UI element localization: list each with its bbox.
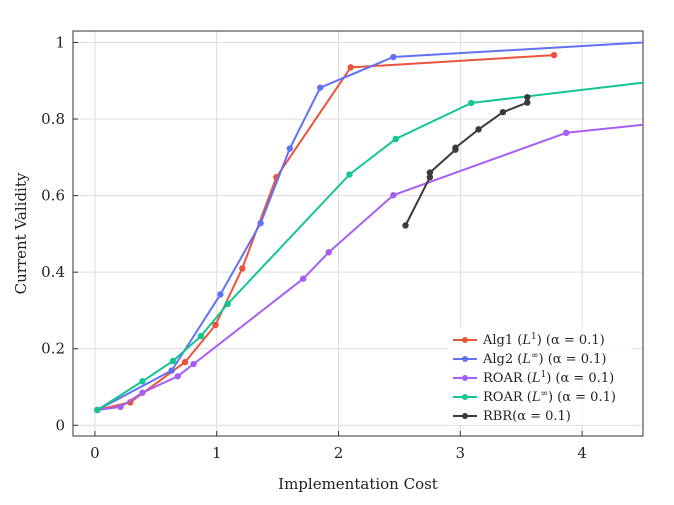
y-tick-label: 0 [55, 416, 65, 434]
data-point [139, 378, 146, 385]
data-point [524, 94, 531, 101]
series-line [404, 97, 529, 226]
data-point [524, 99, 531, 106]
data-point [224, 300, 231, 308]
data-point [299, 275, 307, 282]
x-tick-label: 0 [90, 444, 100, 462]
x-tick-label: 4 [577, 444, 587, 462]
y-tick-label: 0.8 [41, 110, 65, 128]
data-point [197, 332, 205, 340]
legend-label: ROAR (L1) (α = 0.1) [483, 370, 614, 386]
legend: Alg1 (L1) (α = 0.1) Alg2 (L∞) (α = 0.1) RO… [447, 327, 632, 425]
data-point [169, 357, 177, 365]
data-point [286, 145, 293, 152]
axis-ticks: 0 1 2 3 4 0 0.2 0.4 0.6 0.8 1 [41, 33, 587, 462]
data-point [563, 129, 570, 137]
data-point [217, 291, 224, 298]
legend-item: ROAR (L1) (α = 0.1) [453, 370, 614, 386]
y-axis-title: Current Validity [12, 172, 30, 294]
legend-swatch-marker [462, 337, 468, 343]
data-point [426, 169, 434, 176]
legend-item: Alg2 (L∞) (α = 0.1) [453, 351, 606, 367]
legend-swatch-marker [462, 394, 468, 400]
plot-area-frame [72, 30, 644, 437]
data-point [346, 171, 353, 178]
data-point [168, 367, 175, 374]
legend-swatch-marker [462, 375, 468, 381]
data-point [139, 389, 146, 396]
legend-swatch-marker [462, 413, 468, 419]
y-tick-label: 0.2 [41, 340, 65, 358]
data-point [475, 126, 482, 133]
legend-box [447, 327, 632, 425]
data-point [402, 222, 409, 229]
legend-swatch-marker [462, 356, 468, 362]
series-line [97, 123, 643, 411]
series-lines [94, 41, 643, 414]
legend-item: RBR(α = 0.1) [453, 409, 571, 424]
x-tick-label: 3 [456, 444, 466, 462]
y-tick-label: 1 [55, 33, 65, 51]
data-point [257, 219, 264, 227]
grid-lines [73, 31, 643, 436]
data-point [499, 108, 507, 116]
series-4 [402, 94, 531, 229]
data-point [117, 403, 124, 411]
x-axis-title: Implementation Cost [278, 475, 438, 493]
data-point [212, 321, 219, 329]
data-point [239, 265, 246, 272]
legend-label: RBR(α = 0.1) [483, 409, 571, 424]
data-point [190, 360, 197, 368]
data-point [390, 192, 397, 199]
y-tick-label: 0.6 [41, 187, 65, 205]
data-point [452, 144, 459, 151]
data-point [181, 358, 189, 366]
x-tick-label: 1 [212, 444, 222, 462]
data-point [347, 64, 354, 71]
data-point [94, 406, 101, 414]
legend-item: ROAR (L∞) (α = 0.1) [453, 389, 616, 405]
legend-label: Alg1 (L1) (α = 0.1) [482, 332, 605, 348]
data-point [325, 249, 332, 256]
data-point [550, 51, 558, 59]
legend-label: Alg2 (L∞) (α = 0.1) [482, 351, 606, 367]
series-line [96, 41, 643, 411]
series-1 [94, 41, 643, 414]
legend-item: Alg1 (L1) (α = 0.1) [453, 332, 605, 348]
data-point [390, 53, 397, 61]
data-point [392, 135, 399, 143]
x-tick-label: 2 [334, 444, 344, 462]
legend-label: ROAR (L∞) (α = 0.1) [483, 389, 616, 405]
y-tick-label: 0.4 [41, 263, 65, 281]
series-3 [94, 81, 643, 414]
data-point [174, 373, 181, 380]
data-point [468, 99, 475, 107]
data-point [426, 174, 434, 181]
data-point [317, 84, 324, 91]
